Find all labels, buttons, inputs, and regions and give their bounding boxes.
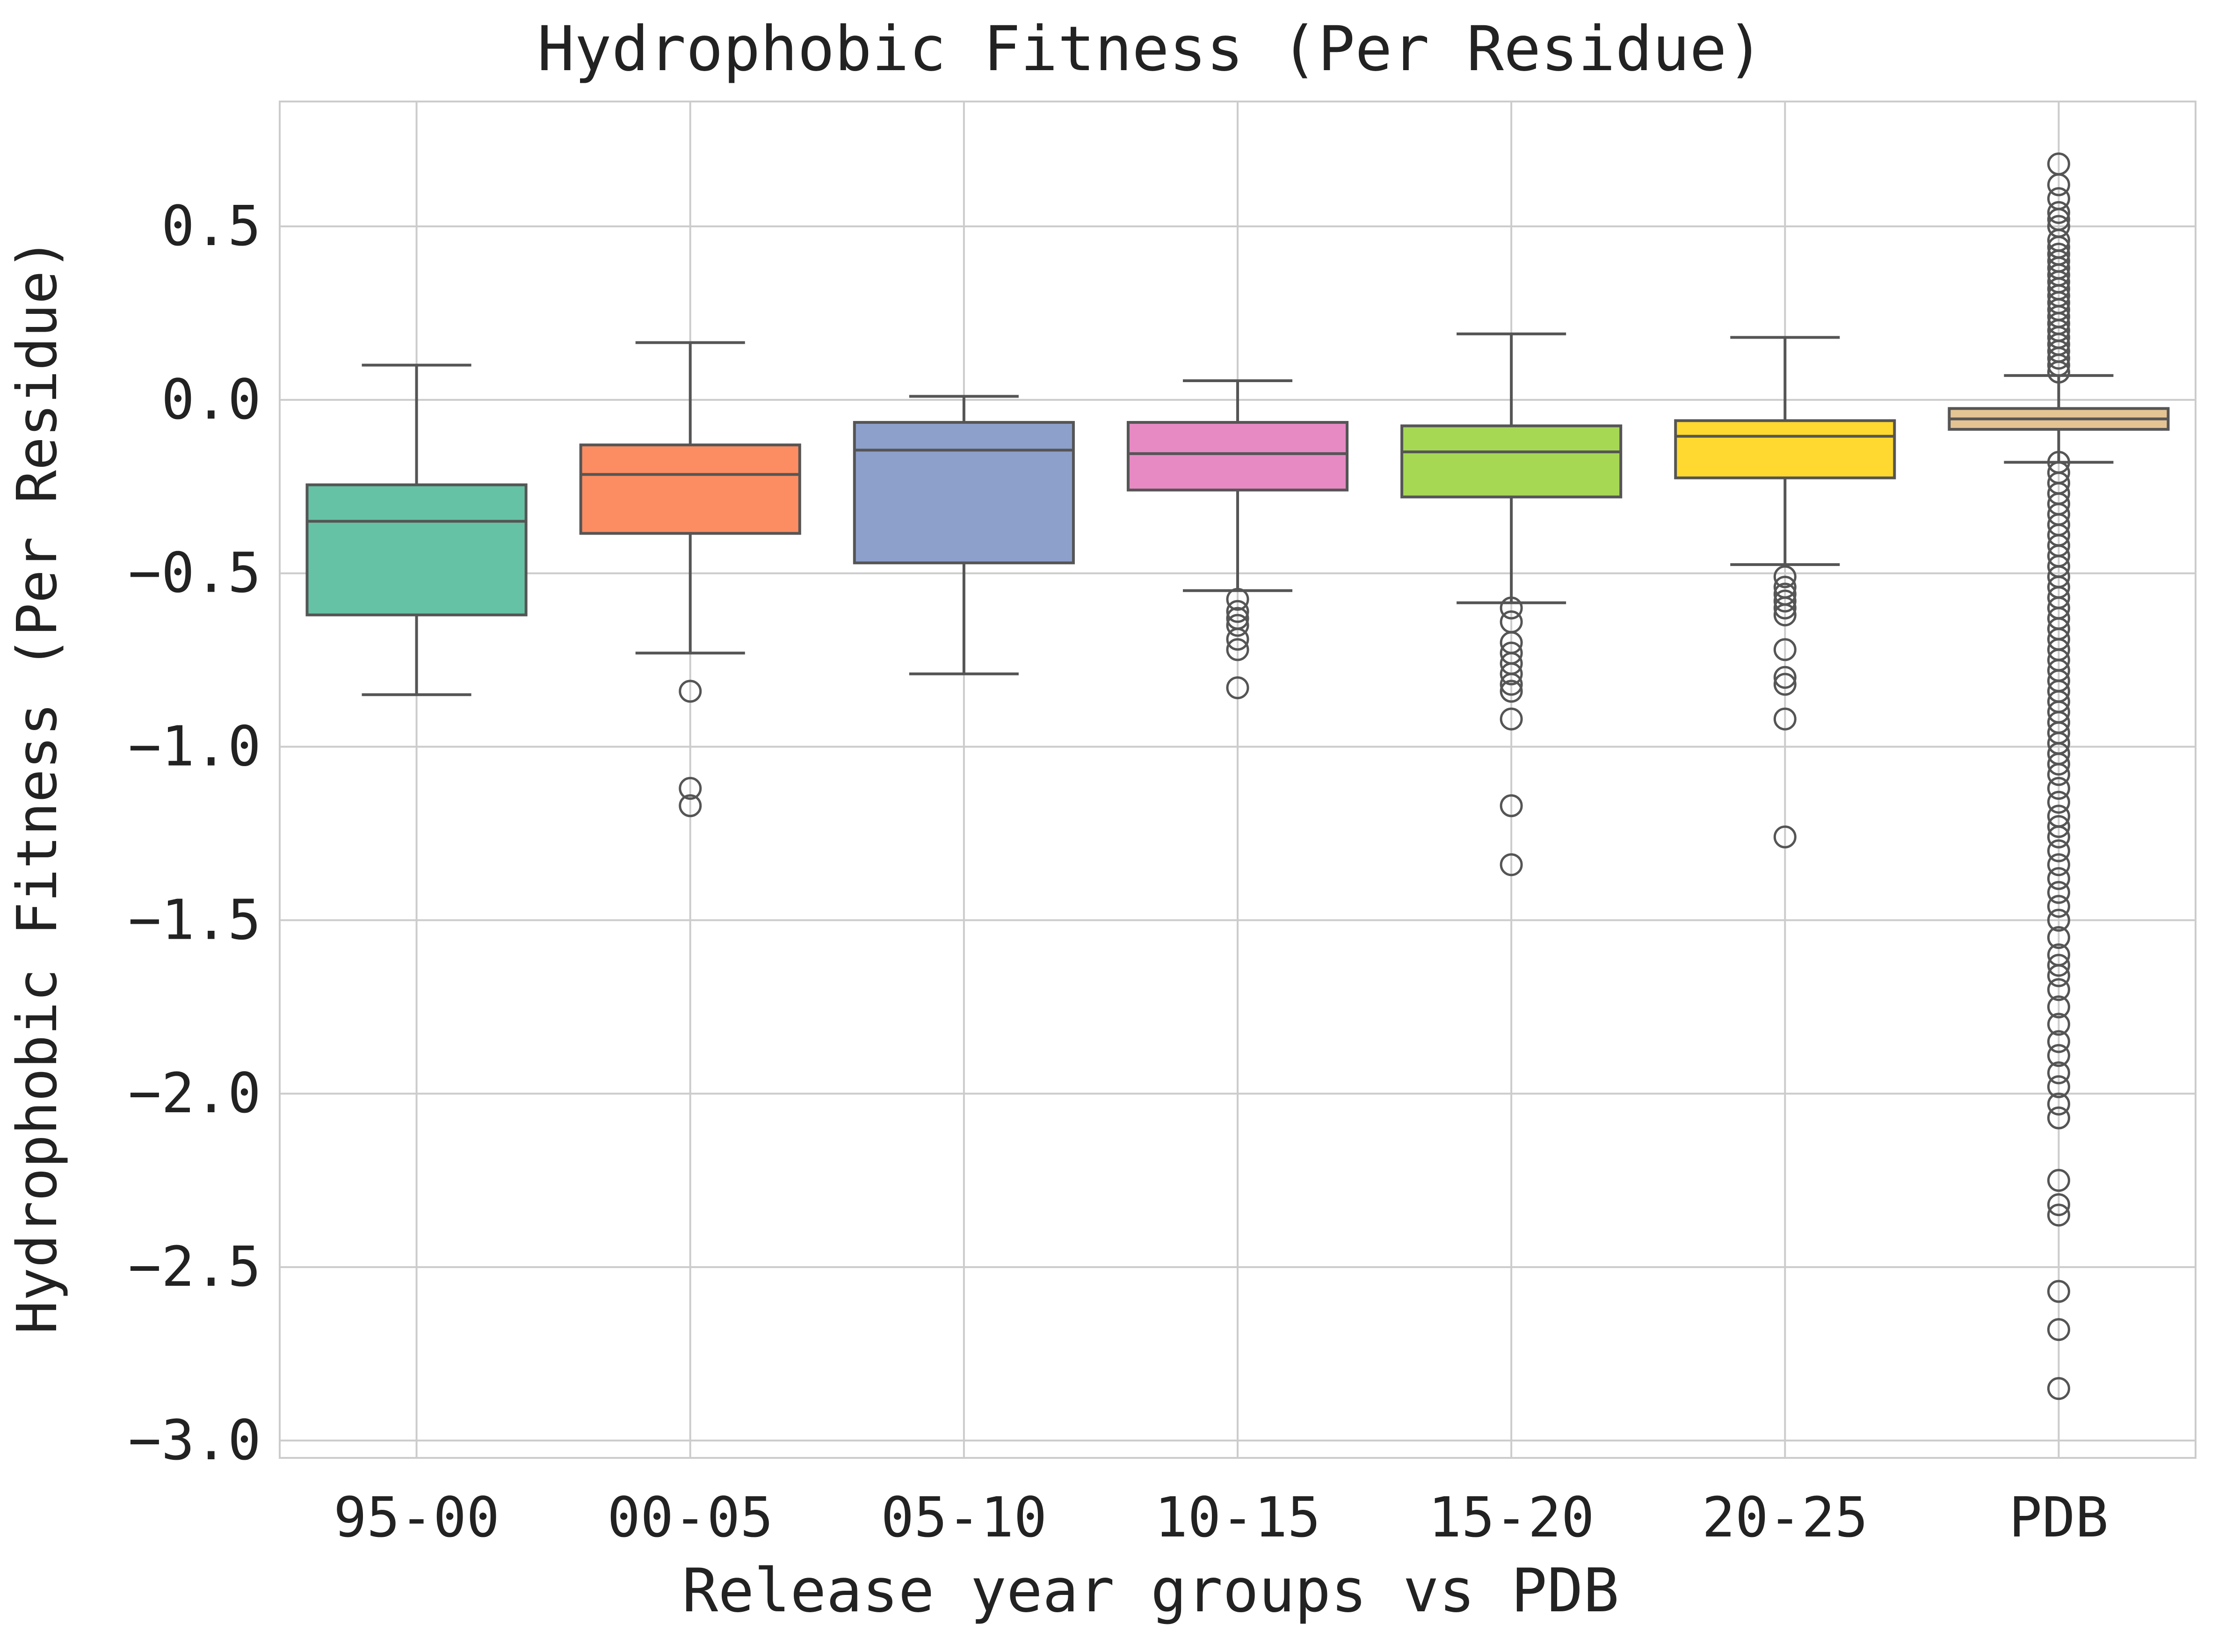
x-tick-labels: 95-00 00-05 05-10 10-15 15-20 20-25 PDB [333, 1485, 2109, 1550]
box-group-05-10 [853, 395, 1075, 675]
outlier-point [2047, 978, 2070, 1001]
outlier-point [1773, 589, 1797, 613]
outlier-point [2047, 867, 2070, 890]
outlier-point [2047, 777, 2070, 800]
outlier-point [2047, 1193, 2070, 1217]
y-tick-label: −2.0 [128, 1061, 261, 1125]
outlier-point [2047, 1044, 2070, 1067]
outlier-point [1500, 707, 1523, 731]
outlier-point [1226, 614, 1249, 637]
outlier-point [2047, 1075, 2070, 1098]
outlier-point [1500, 596, 1523, 620]
y-tick-label: −1.0 [128, 714, 261, 779]
outlier-point [2047, 1013, 2070, 1036]
box-group-20-25 [1674, 336, 1896, 848]
box-group-95-00 [305, 363, 528, 696]
y-axis-label: Hydrophobic Fitness (Per Residue) [5, 238, 69, 1334]
outlier-point [2047, 881, 2070, 904]
y-tick-label: 0.0 [161, 367, 261, 432]
outlier-point [2047, 1377, 2070, 1400]
x-tick-label: 00-05 [607, 1485, 773, 1550]
x-tick-label: 05-10 [881, 1485, 1047, 1550]
box-iqr [1674, 419, 1896, 479]
outlier-point [2047, 995, 2070, 1019]
box-iqr [1126, 421, 1349, 492]
outlier-point [2047, 908, 2070, 932]
y-tick-label: −1.5 [128, 887, 261, 952]
outlier-point [2047, 753, 2070, 776]
outlier-point [2047, 926, 2070, 949]
outlier-point [2047, 1092, 2070, 1116]
outlier-point [2047, 1318, 2070, 1341]
outlier-point [679, 794, 702, 818]
y-tick-label: −2.5 [128, 1234, 261, 1299]
y-tick-label: −3.0 [128, 1408, 261, 1472]
boxes-layer [305, 152, 2170, 1400]
x-tick-label: 10-15 [1154, 1485, 1320, 1550]
outlier-point [1773, 565, 1797, 588]
box-iqr [1400, 424, 1623, 499]
outlier-point [1500, 673, 1523, 696]
outlier-point [2047, 1106, 2070, 1130]
outlier-point [2047, 1203, 2070, 1227]
box-iqr [853, 421, 1075, 565]
x-tick-label: 20-25 [1702, 1485, 1868, 1550]
outlier-point [2047, 1030, 2070, 1053]
outlier-point [2047, 173, 2070, 196]
y-tick-label: 0.5 [161, 194, 261, 258]
outlier-point [2047, 954, 2070, 977]
box-group-00-05 [579, 341, 801, 818]
box-group-10-15 [1126, 379, 1349, 699]
outlier-point [2047, 853, 2070, 877]
box-group-PDB [1948, 152, 2170, 1400]
outlier-point [1773, 666, 1797, 689]
outlier-point [1226, 628, 1249, 651]
outlier-point [1226, 600, 1249, 623]
outlier-point [1773, 638, 1797, 661]
outlier-point [2047, 347, 2070, 370]
outlier-point [2047, 839, 2070, 862]
y-tick-labels: −3.0 −2.5 −2.0 −1.5 −1.0 −0.5 0.0 0.5 [128, 194, 261, 1472]
outlier-point [1226, 638, 1249, 661]
outlier-point [1500, 680, 1523, 703]
outlier-point [1773, 673, 1797, 696]
outlier-point [2047, 763, 2070, 786]
outlier-point [1500, 794, 1523, 818]
outlier-point [2047, 1280, 2070, 1303]
outlier-point [1773, 825, 1797, 848]
outlier-point [2047, 895, 2070, 918]
outlier-point [2047, 790, 2070, 814]
outlier-point [1773, 596, 1797, 620]
x-tick-label: 95-00 [333, 1485, 500, 1550]
outlier-point [1773, 603, 1797, 627]
outlier-point [679, 777, 702, 800]
outlier-point [2047, 815, 2070, 838]
outlier-point [1773, 707, 1797, 731]
x-axis-label: Release year groups vs PDB [682, 1556, 1619, 1626]
box-group-15-20 [1400, 332, 1623, 877]
chart-title: Hydrophobic Fitness (Per Residue) [537, 13, 1764, 85]
outlier-point [2047, 354, 2070, 377]
box-iqr [305, 483, 528, 616]
outlier-point [2047, 825, 2070, 848]
outlier-point [1226, 587, 1249, 611]
outlier-point [1226, 676, 1249, 699]
outlier-point [2047, 201, 2070, 224]
y-tick-label: −0.5 [128, 541, 261, 605]
outlier-point [2047, 964, 2070, 987]
outlier-point [1500, 853, 1523, 877]
outlier-point [1500, 662, 1523, 686]
outlier-point [2047, 1061, 2070, 1085]
outlier-point [679, 680, 702, 703]
outlier-point [2047, 1169, 2070, 1192]
x-tick-label: 15-20 [1428, 1485, 1595, 1550]
plot-area-frame [279, 101, 2196, 1459]
outlier-point [2047, 361, 2070, 384]
x-tick-label: PDB [2009, 1485, 2109, 1550]
box-iqr [579, 443, 801, 535]
